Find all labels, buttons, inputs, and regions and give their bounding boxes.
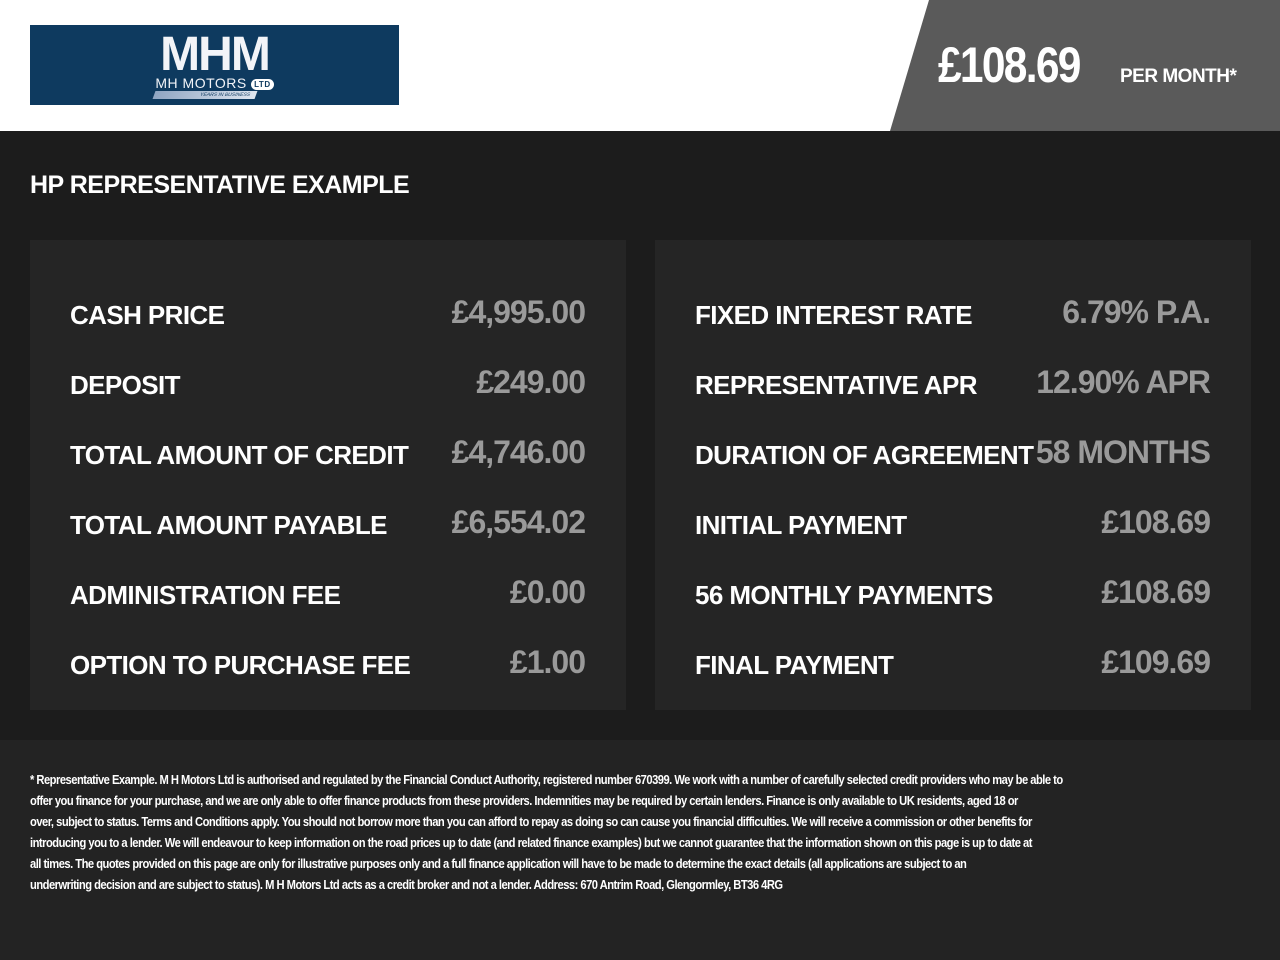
finance-label: DEPOSIT [70,370,181,400]
monthly-price: £108.69 [938,37,1081,93]
finance-row: ADMINISTRATION FEE £0.00 [70,570,586,610]
finance-row: DURATION OF AGREEMENT 58 MONTHS [695,430,1211,470]
finance-value: £4,995.00 [451,294,586,330]
logo-tagline: YEARS IN BUSINESS [152,91,258,99]
mh-motors-logo[interactable]: MHM MH MOTORS LTD YEARS IN BUSINESS [30,25,399,105]
finance-label: REPRESENTATIVE APR [695,370,978,400]
finance-value: £4,746.00 [451,434,586,470]
finance-row: OPTION TO PURCHASE FEE £1.00 [70,640,586,680]
disclaimer-footer: * Representative Example. M H Motors Ltd… [0,740,1280,960]
finance-label: INITIAL PAYMENT [695,510,907,540]
finance-row: REPRESENTATIVE APR 12.90% APR [695,360,1211,400]
finance-label: TOTAL AMOUNT OF CREDIT [70,440,409,470]
section-title: HP REPRESENTATIVE EXAMPLE [30,171,410,199]
finance-label: ADMINISTRATION FEE [70,580,341,610]
finance-row: INITIAL PAYMENT £108.69 [695,500,1211,540]
finance-row: 56 MONTHLY PAYMENTS £108.69 [695,570,1211,610]
finance-row: TOTAL AMOUNT PAYABLE £6,554.02 [70,500,586,540]
logo-monogram: MHM [160,28,271,81]
disclaimer-line: all times. The quotes provided on this p… [30,856,967,871]
disclaimer-line: over, subject to status. Terms and Condi… [30,814,1032,829]
finance-label: TOTAL AMOUNT PAYABLE [70,510,387,540]
finance-value: 12.90% APR [1036,364,1211,400]
disclaimer-text: * Representative Example. M H Motors Ltd… [30,769,1231,895]
monthly-price-box [890,0,1280,131]
finance-label: OPTION TO PURCHASE FEE [70,650,411,680]
logo-name-text: MH MOTORS [155,75,247,91]
finance-row: FINAL PAYMENT £109.69 [695,640,1211,680]
finance-value: £0.00 [509,574,586,610]
finance-value: £1.00 [509,644,586,680]
finance-label: CASH PRICE [70,300,225,330]
disclaimer-line: offer you finance for your purchase, and… [30,793,1018,808]
disclaimer-line: introducing you to a lender. We will end… [30,835,1032,850]
finance-row: CASH PRICE £4,995.00 [70,290,586,330]
header: MHM MH MOTORS LTD YEARS IN BUSINESS £108… [0,0,1280,131]
finance-row: DEPOSIT £249.00 [70,360,586,400]
finance-value: £108.69 [1101,574,1211,610]
right-finance-panel: FIXED INTEREST RATE 6.79% P.A. REPRESENTAT… [655,240,1251,710]
per-month-label: PER MONTH* [1120,66,1237,87]
finance-value: £6,554.02 [451,504,586,540]
logo-name: MH MOTORS LTD [30,75,399,91]
finance-value: 6.79% P.A. [1062,294,1211,330]
finance-value: 58 MONTHS [1035,434,1211,470]
left-finance-panel: CASH PRICE £4,995.00 DEPOSIT £249.00 TOTAL A… [30,240,626,710]
finance-label: 56 MONTHLY PAYMENTS [695,580,993,610]
disclaimer-line: * Representative Example. M H Motors Ltd… [30,772,1063,787]
finance-label: FIXED INTEREST RATE [695,300,973,330]
finance-value: £108.69 [1101,504,1211,540]
logo-ltd: LTD [251,78,274,90]
finance-label: DURATION OF AGREEMENT [695,440,1034,470]
finance-label: FINAL PAYMENT [695,650,894,680]
finance-row: TOTAL AMOUNT OF CREDIT £4,746.00 [70,430,586,470]
finance-value: £109.69 [1101,644,1211,680]
finance-row: FIXED INTEREST RATE 6.79% P.A. [695,290,1211,330]
finance-value: £249.00 [476,364,586,400]
disclaimer-line: underwriting decision and are subject to… [30,877,783,892]
